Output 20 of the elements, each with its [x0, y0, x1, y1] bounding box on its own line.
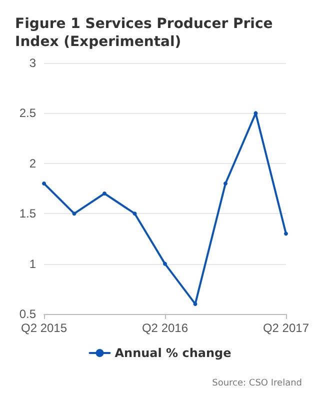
- chart-title: Figure 1 Services Producer Price Index (Experimental): [15, 16, 278, 50]
- source-note: Source: CSO Ireland: [212, 378, 302, 388]
- y-tick-label: 0.5: [19, 307, 36, 321]
- y-tick-label: 3: [29, 56, 36, 70]
- y-tick-label: 2.5: [19, 106, 36, 120]
- x-tick-label: Q2 2015: [20, 321, 68, 335]
- y-tick-label: 1: [29, 256, 36, 271]
- y-tick-label: 2: [29, 156, 36, 170]
- point: [102, 192, 106, 196]
- point: [72, 212, 76, 216]
- x-tick-label: Q2 2016: [142, 321, 188, 335]
- x-tick-label: Q2 2017: [262, 321, 310, 335]
- point: [132, 212, 137, 216]
- point: [284, 232, 288, 236]
- point: [254, 111, 258, 116]
- y-tick-label: 1.5: [19, 206, 36, 221]
- legend-label: Annual % change: [114, 346, 232, 360]
- point: [162, 262, 167, 266]
- point: [42, 181, 46, 186]
- point: [223, 181, 228, 186]
